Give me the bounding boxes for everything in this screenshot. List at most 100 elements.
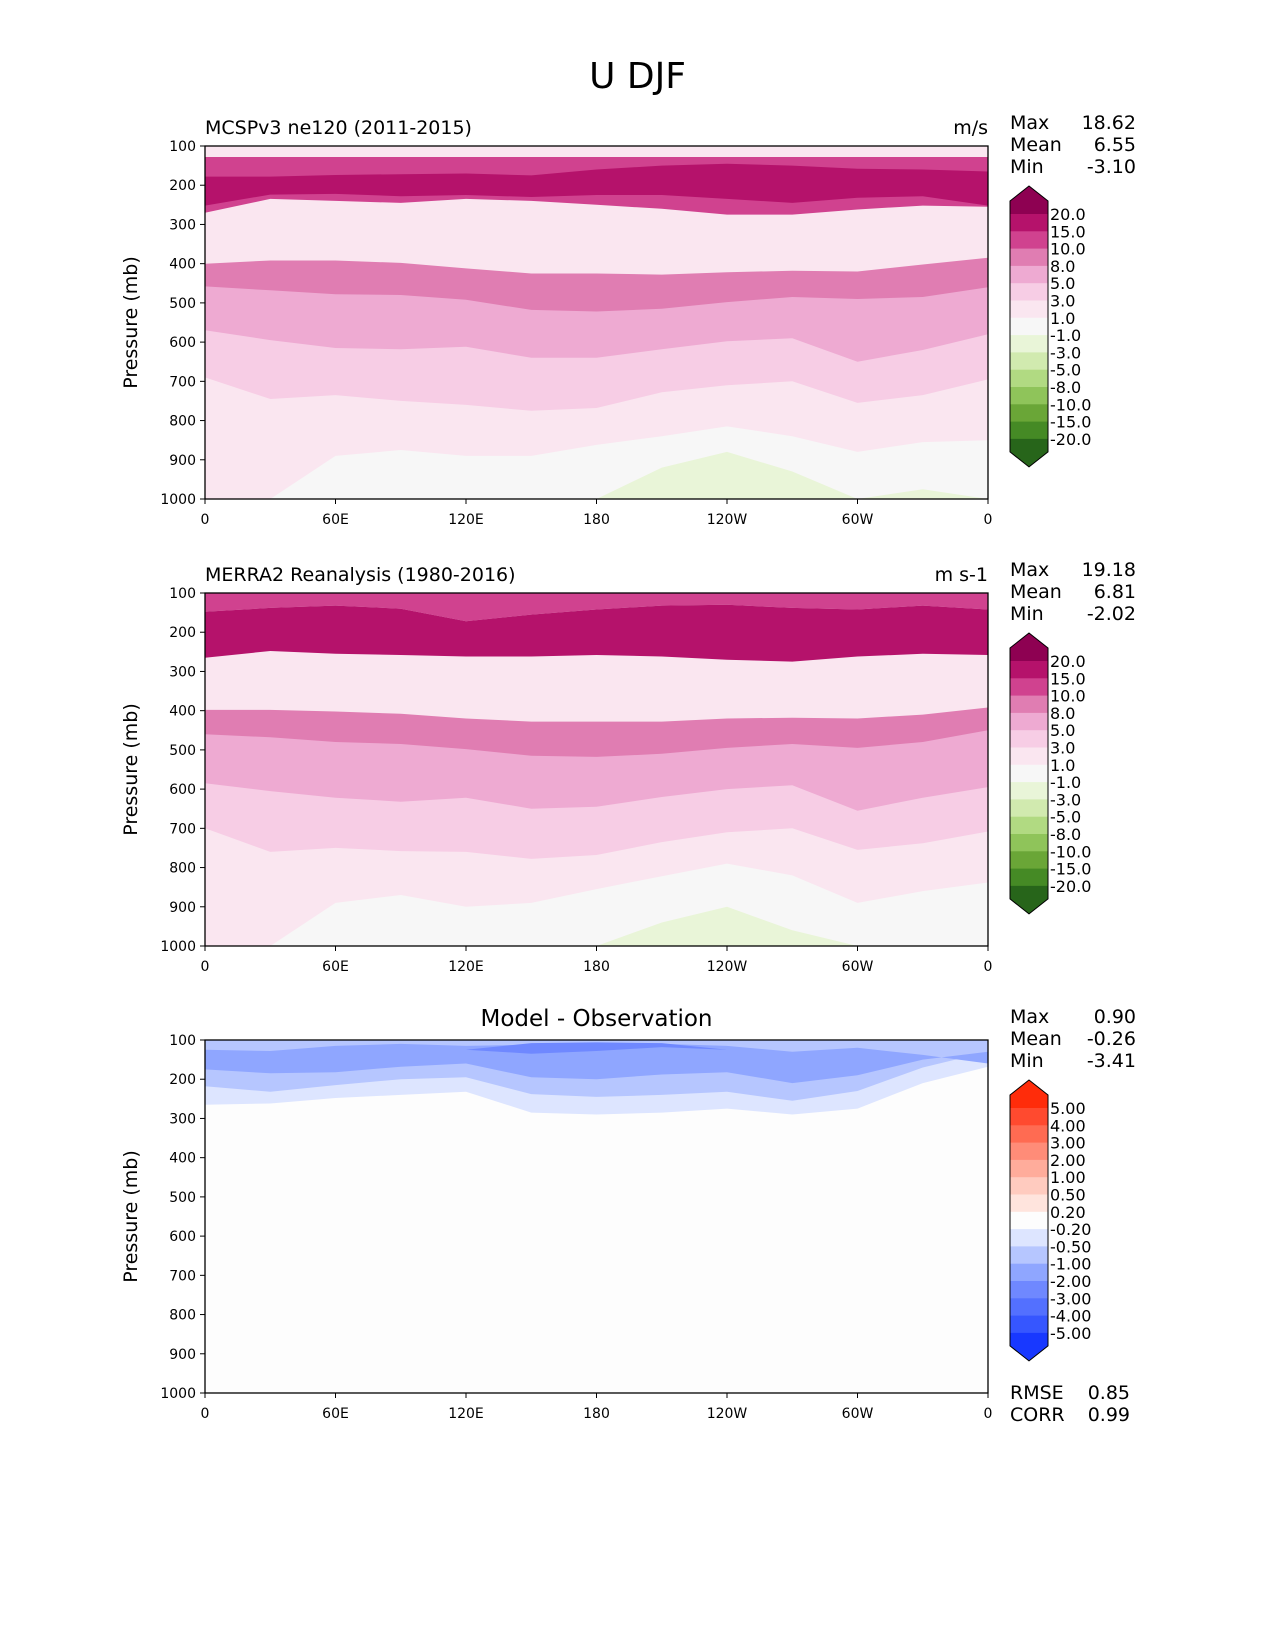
colorbar-cell [1010, 1159, 1048, 1178]
colorbar-cell [1010, 404, 1048, 423]
stat-label: Mean [1010, 1028, 1062, 1050]
colorbar-cell [1010, 265, 1048, 284]
colorbar-label: -15.0 [1050, 413, 1091, 432]
colorbar-label: -3.0 [1050, 790, 1081, 809]
colorbar-label: 1.0 [1050, 309, 1075, 328]
colorbar-label: 1.0 [1050, 756, 1075, 775]
y-tick-label: 300 [169, 217, 196, 233]
x-tick-label: 0 [201, 512, 210, 528]
colorbar-cell [1010, 712, 1048, 731]
x-tick-label: 60E [322, 512, 349, 528]
colorbar-cell [1010, 868, 1048, 887]
colorbar-cell [1010, 661, 1048, 679]
page-title: U DJF [589, 56, 686, 97]
panel-3: 100 200 300 400 500 600 700 800 900 1000 0 60E 120E 1… [120, 1033, 992, 1422]
y-tick-label: 1000 [160, 492, 196, 508]
x-tick-label: 120W [707, 512, 748, 528]
panel-title: MERRA2 Reanalysis (1980-2016) [205, 564, 516, 586]
colorbar-label: 20.0 [1050, 205, 1086, 224]
colorbar-label: -15.0 [1050, 860, 1091, 879]
y-tick-label: 400 [169, 704, 196, 720]
y-tick-label: 600 [169, 335, 196, 351]
y-tick-label: 800 [169, 861, 196, 877]
colorbar-cell [1010, 387, 1048, 405]
x-tick-label: 60W [842, 959, 874, 975]
colorbar-cell [1010, 283, 1048, 301]
colorbar-min-extend [1010, 438, 1048, 467]
colorbar-cell [1010, 1246, 1048, 1265]
stat-label: Max [1010, 559, 1050, 581]
x-tick-label: 180 [583, 1406, 610, 1422]
colorbar-cell [1010, 1298, 1048, 1317]
stat-mean: Mean -0.26 [1010, 1028, 1136, 1050]
y-tick-label: 100 [169, 586, 196, 602]
stat-label: RMSE [1010, 1382, 1064, 1404]
colorbar-label: -10.0 [1050, 395, 1091, 414]
y-tick-label: 500 [169, 296, 196, 312]
stat-label: CORR [1010, 1404, 1065, 1426]
colorbar-label: -8.0 [1050, 378, 1081, 397]
stat-label: Mean [1010, 134, 1062, 156]
y-tick-label: 1000 [160, 1386, 196, 1402]
y-tick-label: 300 [169, 664, 196, 680]
x-tick-label: 60E [322, 959, 349, 975]
panel-title: Model - Observation [480, 1006, 713, 1032]
colorbar-label: 1.00 [1050, 1168, 1086, 1187]
colorbar-label: -4.00 [1050, 1307, 1091, 1326]
x-tick-label: 60E [322, 1406, 349, 1422]
y-tick-label: 200 [169, 1072, 196, 1088]
colorbar-label: -3.0 [1050, 343, 1081, 362]
colorbar-cell [1010, 1315, 1048, 1334]
extra-stats-block: RMSE 0.85 CORR 0.99 [1010, 1382, 1130, 1426]
colorbar-label: -0.50 [1050, 1237, 1091, 1256]
y-tick-label: 400 [169, 1151, 196, 1167]
colorbar-cell [1010, 678, 1048, 697]
y-tick-label: 500 [169, 743, 196, 759]
y-tick-label: 200 [169, 625, 196, 641]
colorbar-label: 3.0 [1050, 292, 1075, 311]
colorbar-cell [1010, 1194, 1048, 1213]
y-tick-label: 100 [169, 139, 196, 155]
colorbar-label: -5.0 [1050, 361, 1081, 380]
stat-max: Max 18.62 [1010, 112, 1136, 134]
colorbar-label: 2.00 [1050, 1151, 1086, 1170]
contour-band-15.0 [205, 593, 988, 622]
stat-min: Min -2.02 [1010, 603, 1136, 625]
contour-band-20.0 [205, 163, 988, 206]
x-tick-label: 120E [448, 1406, 484, 1422]
colorbar-label: 8.0 [1050, 704, 1075, 723]
stat-min: Min -3.41 [1010, 1050, 1136, 1072]
stat-value: -3.41 [1086, 1050, 1136, 1072]
panel-2: 100 200 300 400 500 600 700 800 900 1000 0 60E 120E 1… [120, 586, 992, 975]
y-tick-label: 200 [169, 178, 196, 194]
x-tick-label: 0 [201, 1406, 210, 1422]
colorbar-cell [1010, 747, 1048, 766]
colorbar-cell [1010, 421, 1048, 440]
contour-fills [205, 157, 988, 499]
y-axis-label: Pressure (mb) [120, 703, 142, 836]
stat-rmse: RMSE 0.85 [1010, 1382, 1130, 1404]
colorbar-outline [1009, 1079, 1049, 1362]
colorbar-cell [1010, 730, 1048, 748]
colorbar-label: 3.00 [1050, 1134, 1086, 1153]
colorbar-cell [1010, 834, 1048, 852]
colorbar-min-extend [1010, 885, 1048, 914]
x-tick-label: 120E [448, 512, 484, 528]
stat-value: 6.55 [1093, 134, 1136, 156]
colorbar-label: -1.00 [1050, 1255, 1091, 1274]
stat-min: Min -3.10 [1010, 156, 1136, 178]
colorbar-label: -0.20 [1050, 1220, 1091, 1239]
colorbar-label: 4.00 [1050, 1116, 1086, 1135]
colorbar-cell [1010, 214, 1048, 232]
panel-1: 100 200 300 400 500 600 700 800 900 1000 0 60E 120E 1… [120, 139, 992, 528]
units-label: m s-1 [934, 564, 988, 586]
contour-fills [205, 1040, 988, 1115]
contour-band-20.0 [205, 604, 988, 662]
contour-fills [205, 593, 988, 946]
x-tick-label: 180 [583, 512, 610, 528]
x-tick-label: 0 [201, 959, 210, 975]
y-axis-label: Pressure (mb) [120, 1150, 142, 1283]
y-tick-label: 800 [169, 1308, 196, 1324]
stats-block: Max 18.62 Mean 6.55 Min -3.10 [1010, 112, 1136, 178]
